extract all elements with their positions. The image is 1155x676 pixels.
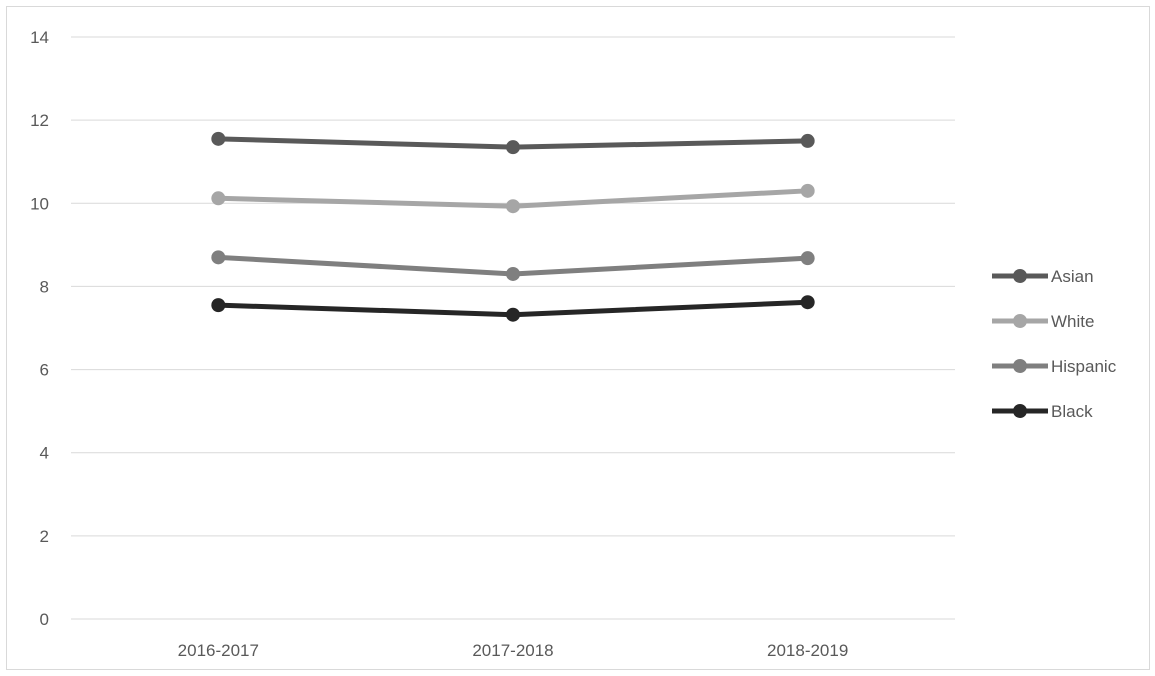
point-asian-2016-2017 bbox=[211, 131, 226, 146]
legend-item-black: Black bbox=[992, 402, 1093, 421]
legend-item-white: White bbox=[992, 312, 1094, 331]
point-white-2017-2018 bbox=[506, 199, 520, 214]
series-hispanic bbox=[211, 250, 815, 281]
legend-marker-white bbox=[1013, 314, 1027, 328]
point-white-2016-2017 bbox=[211, 191, 226, 206]
x-tick-label-2017-2018: 2017-2018 bbox=[472, 641, 553, 660]
x-tick-label-2018-2019: 2018-2019 bbox=[767, 641, 848, 660]
legend-marker-black bbox=[1013, 404, 1027, 418]
legend-label-asian: Asian bbox=[1051, 267, 1094, 286]
chart-frame bbox=[6, 6, 1150, 670]
point-black-2016-2017 bbox=[211, 298, 226, 313]
y-tick-label-2: 2 bbox=[40, 527, 49, 546]
gridlines bbox=[71, 36, 955, 620]
legend-label-black: Black bbox=[1051, 402, 1093, 421]
point-black-2017-2018 bbox=[506, 307, 520, 322]
point-hispanic-2017-2018 bbox=[506, 266, 520, 281]
legend-item-asian: Asian bbox=[992, 267, 1094, 286]
series-black bbox=[211, 295, 815, 322]
point-asian-2018-2019 bbox=[800, 133, 815, 148]
series-white bbox=[211, 183, 815, 214]
series-asian bbox=[211, 131, 815, 155]
legend-item-hispanic: Hispanic bbox=[992, 357, 1117, 376]
legend-label-hispanic: Hispanic bbox=[1051, 357, 1117, 376]
y-tick-label-0: 0 bbox=[40, 610, 49, 629]
legend-label-white: White bbox=[1051, 312, 1094, 331]
point-black-2018-2019 bbox=[800, 295, 815, 310]
y-tick-label-12: 12 bbox=[30, 111, 49, 130]
legend-marker-hispanic bbox=[1013, 359, 1027, 373]
y-tick-label-8: 8 bbox=[40, 277, 49, 296]
point-white-2018-2019 bbox=[800, 183, 815, 198]
legend-marker-asian bbox=[1013, 269, 1027, 283]
series-lines bbox=[211, 131, 815, 322]
y-axis-tick-labels: 0 2 4 6 8 10 12 14 bbox=[30, 28, 49, 629]
point-asian-2017-2018 bbox=[506, 140, 520, 155]
y-tick-label-14: 14 bbox=[30, 28, 49, 47]
y-tick-label-6: 6 bbox=[40, 361, 49, 380]
legend: Asian White Hispanic Black bbox=[992, 267, 1117, 421]
x-axis-tick-labels: 2016-2017 2017-2018 2018-2019 bbox=[178, 641, 849, 660]
y-tick-label-4: 4 bbox=[40, 444, 49, 463]
point-hispanic-2016-2017 bbox=[211, 250, 226, 265]
x-tick-label-2016-2017: 2016-2017 bbox=[178, 641, 259, 660]
y-tick-label-10: 10 bbox=[30, 194, 49, 213]
point-hispanic-2018-2019 bbox=[800, 251, 815, 266]
